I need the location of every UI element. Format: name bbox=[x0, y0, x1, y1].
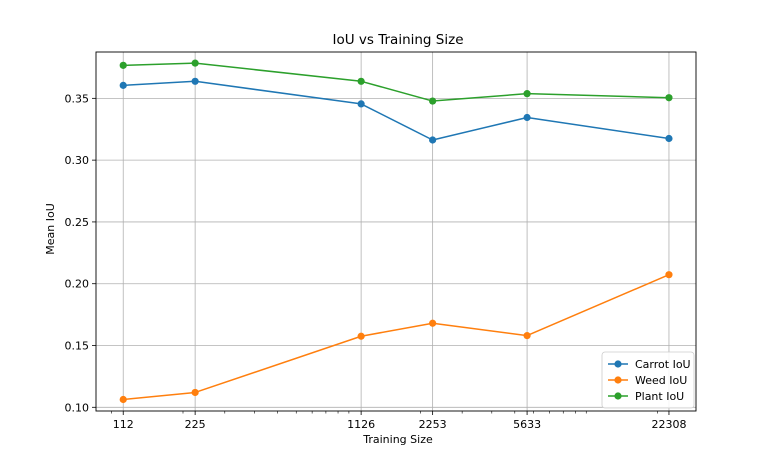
plant-iou-point bbox=[357, 77, 365, 85]
axes: 112 225 1126 2253 5633 22308 0.10 0.15 0.20 0.25 0… bbox=[65, 92, 687, 431]
carrot-iou-point bbox=[665, 134, 673, 143]
x-axis-label: Training Size bbox=[362, 433, 433, 446]
legend-swatch-marker-plant-iou bbox=[614, 392, 622, 400]
weed-iou-line bbox=[123, 274, 670, 401]
y-tick-label: 0.30 bbox=[65, 154, 90, 167]
legend-box bbox=[601, 351, 695, 409]
carrot-iou-point bbox=[357, 100, 365, 108]
legend: Carrot IoU Weed IoU Plant IoU bbox=[601, 351, 695, 409]
y-tick-label: 0.10 bbox=[65, 401, 90, 414]
carrot-iou-point bbox=[119, 81, 127, 89]
x-tick-label: 112 bbox=[113, 418, 134, 431]
carrot-iou-line bbox=[123, 80, 670, 141]
legend-label-carrot-iou: Carrot IoU bbox=[635, 358, 691, 371]
carrot-iou-point bbox=[523, 113, 531, 122]
x-tick-label: 2253 bbox=[419, 418, 447, 431]
y-tick-label: 0.25 bbox=[65, 216, 90, 229]
plant-iou-point bbox=[523, 90, 531, 98]
x-tick-label: 22308 bbox=[651, 418, 686, 431]
plant-iou-point bbox=[665, 94, 673, 102]
carrot-iou-point bbox=[191, 77, 199, 85]
carrot-iou-point bbox=[429, 136, 437, 144]
y-tick-label: 0.35 bbox=[65, 92, 90, 105]
weed-iou-point bbox=[665, 271, 673, 279]
y-tick-label: 0.15 bbox=[65, 340, 90, 353]
plant-iou-point bbox=[191, 59, 199, 67]
chart-title: IoU vs Training Size bbox=[333, 32, 464, 48]
weed-iou-point bbox=[429, 319, 437, 327]
x-tick-label: 1126 bbox=[347, 418, 375, 431]
legend-label-plant-iou: Plant IoU bbox=[635, 390, 684, 403]
legend-label-weed-iou: Weed IoU bbox=[635, 374, 687, 387]
legend-swatch-marker-weed-iou bbox=[614, 376, 622, 384]
plant-iou-point bbox=[119, 61, 127, 69]
weed-iou-point bbox=[119, 395, 127, 404]
x-tick-label: 225 bbox=[185, 418, 206, 431]
weed-iou-point bbox=[357, 332, 365, 340]
series-layer bbox=[119, 59, 673, 404]
plant-iou-line bbox=[123, 62, 669, 102]
y-tick-label: 0.20 bbox=[65, 278, 90, 291]
weed-iou-point bbox=[191, 388, 199, 397]
x-tick-label: 5633 bbox=[513, 418, 541, 431]
plant-iou-point bbox=[429, 97, 437, 105]
weed-iou-point bbox=[523, 332, 531, 340]
plot-frame bbox=[95, 51, 697, 412]
grid bbox=[96, 52, 696, 411]
legend-swatch-marker-carrot-iou bbox=[614, 360, 622, 368]
y-axis-label: Mean IoU bbox=[44, 203, 57, 255]
